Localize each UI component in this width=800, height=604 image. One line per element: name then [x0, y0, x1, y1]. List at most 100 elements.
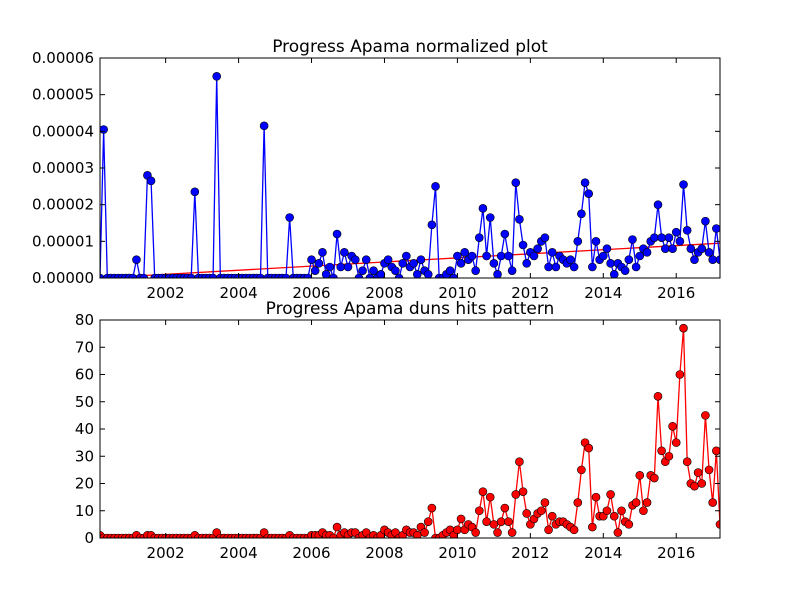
marker [631, 498, 641, 507]
marker [715, 520, 720, 529]
marker [540, 233, 550, 242]
marker [493, 270, 502, 278]
marker [657, 446, 666, 456]
marker [628, 235, 637, 244]
marker [453, 525, 462, 535]
x-tick-label: 2016 [657, 284, 695, 302]
marker [609, 511, 619, 521]
marker [653, 200, 663, 209]
marker [708, 498, 718, 507]
x-tick-label: 2004 [219, 544, 257, 562]
marker [518, 487, 528, 496]
marker [697, 479, 707, 488]
marker [631, 262, 641, 272]
marker [708, 255, 718, 264]
marker [606, 259, 615, 268]
marker [679, 180, 688, 189]
marker [653, 391, 663, 401]
marker [712, 224, 720, 233]
marker [675, 237, 685, 246]
marker [423, 517, 433, 526]
marker [566, 255, 575, 264]
marker [391, 266, 400, 275]
marker [496, 517, 506, 526]
marker [467, 251, 477, 261]
marker [361, 255, 371, 264]
marker [500, 503, 510, 513]
marker [569, 262, 579, 272]
x-tick-label: 2012 [511, 284, 549, 302]
marker [536, 506, 546, 516]
chart-title: Progress Apama normalized plot [272, 37, 548, 57]
marker [485, 492, 495, 502]
marker [668, 244, 677, 253]
marker [544, 525, 553, 535]
marker [402, 251, 411, 261]
marker [489, 520, 499, 529]
marker [409, 259, 418, 268]
marker [588, 262, 597, 272]
marker [132, 255, 141, 264]
chart-title: Progress Apama duns hits pattern [266, 299, 555, 319]
marker [325, 262, 335, 272]
marker [208, 273, 218, 278]
marker [584, 189, 594, 198]
marker [212, 72, 222, 81]
y-tick-label: 50 [75, 393, 94, 411]
marker [704, 465, 714, 475]
marker [664, 233, 674, 242]
marker [504, 517, 513, 526]
marker [679, 323, 688, 333]
marker [307, 255, 316, 264]
y-tick-label: 0.00003 [32, 159, 94, 177]
marker [321, 270, 331, 278]
marker [682, 226, 692, 235]
marker [642, 498, 652, 507]
marker [544, 262, 553, 272]
x-tick-label: 2006 [292, 544, 330, 562]
marker [573, 498, 583, 507]
marker [635, 251, 645, 261]
marker [507, 266, 517, 275]
marker [350, 255, 360, 264]
y-tick-label: 10 [75, 502, 94, 520]
marker [449, 273, 459, 278]
x-tick-label: 2012 [511, 544, 549, 562]
marker [682, 457, 692, 467]
marker [693, 468, 703, 477]
marker [515, 457, 524, 467]
marker [664, 451, 674, 461]
plot-area [100, 72, 720, 278]
marker [281, 273, 291, 278]
marker [489, 259, 499, 268]
marker [529, 251, 539, 261]
x-tick-label: 2002 [147, 544, 185, 562]
y-tick-label: 60 [75, 366, 94, 384]
marker [671, 227, 681, 237]
y-tick-label: 0.00002 [32, 196, 94, 214]
x-tick-label: 2010 [438, 544, 476, 562]
marker [474, 506, 484, 516]
x-tick-label: 2008 [365, 544, 403, 562]
y-tick-label: 0.00000 [32, 269, 94, 287]
marker [456, 259, 466, 268]
marker [376, 270, 386, 278]
marker [569, 525, 579, 535]
marker [518, 240, 528, 250]
marker [460, 248, 470, 257]
x-tick-label: 2002 [147, 284, 185, 302]
y-tick-label: 0 [84, 529, 94, 547]
marker [602, 244, 612, 253]
marker [146, 176, 156, 186]
marker [471, 528, 480, 537]
marker [573, 237, 583, 246]
marker [577, 465, 586, 475]
marker [650, 233, 659, 242]
marker [471, 266, 480, 275]
marker [671, 438, 681, 447]
marker [394, 273, 404, 278]
y-tick-label: 0.00004 [32, 122, 94, 140]
marker [427, 503, 437, 513]
x-tick-label: 2016 [657, 544, 695, 562]
